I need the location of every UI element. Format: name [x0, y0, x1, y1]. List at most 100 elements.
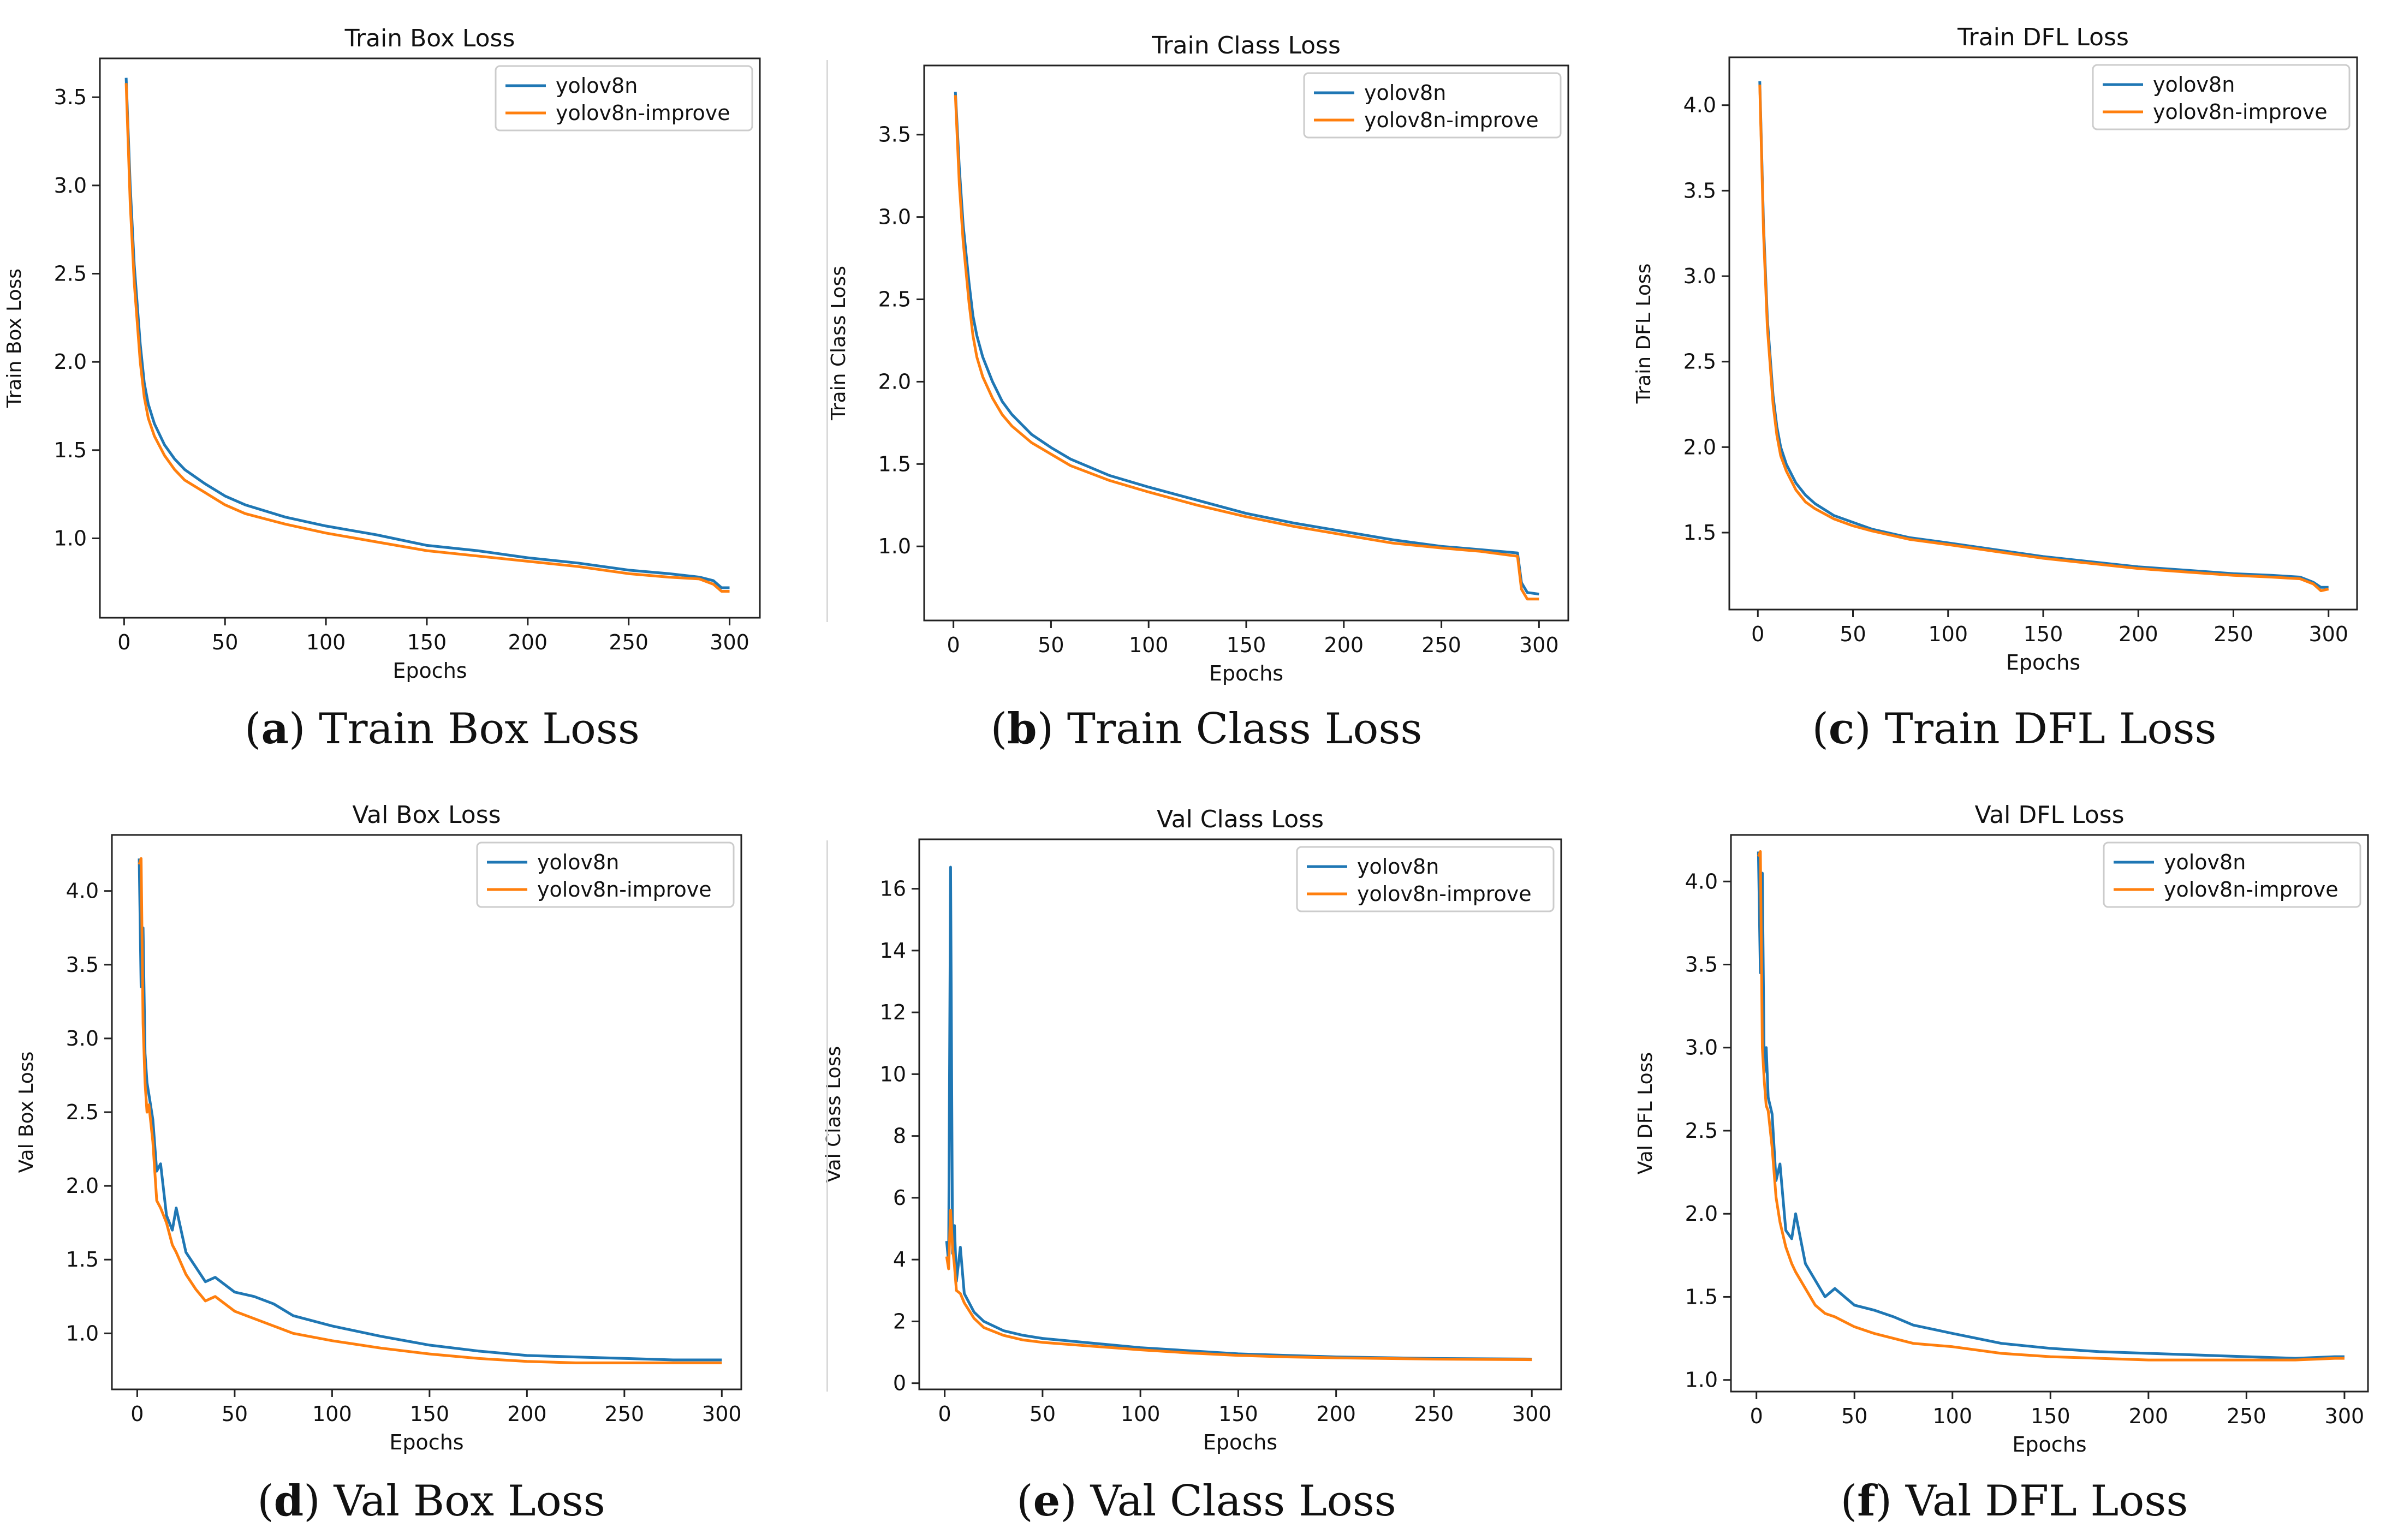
chart-1: Train Box Loss 0 50 100 150 200 250 300 1.0 1.5 2.…	[3, 25, 761, 683]
caption-text: Val DFL Loss	[1905, 1477, 2188, 1526]
x-tick-label: 150	[2031, 1404, 2070, 1428]
legend-box	[2092, 64, 2351, 130]
y-tick-label: 4.0	[66, 879, 99, 903]
x-tick-label: 0	[117, 630, 130, 654]
legend-label: yolov8n	[1364, 81, 1446, 105]
x-tick-label: 0	[130, 1402, 144, 1426]
x-tick-label: 0	[938, 1402, 951, 1426]
series-line-yolov8n-improve	[1758, 85, 2329, 592]
y-tick-label: 2.5	[878, 288, 911, 312]
legend-label: yolov8n-improve	[2164, 878, 2339, 902]
caption-text: Train DFL Loss	[1884, 705, 2217, 754]
y-tick-label: 2.0	[1683, 435, 1716, 459]
y-tick-label: 4	[893, 1247, 906, 1272]
series-line-yolov8n-improve	[124, 83, 730, 593]
legend-label: yolov8n	[2164, 850, 2246, 874]
x-tick-label: 150	[407, 630, 447, 654]
plot-frame	[918, 838, 1562, 1390]
legend: yolov8n yolov8n-improve	[495, 65, 753, 132]
x-tick-label: 200	[2129, 1404, 2169, 1428]
x-tick-label: 300	[2308, 622, 2348, 646]
y-tick-label: 3.5	[1683, 178, 1716, 202]
legend-label: yolov8n	[1357, 855, 1439, 879]
x-tick-label: 0	[947, 633, 960, 657]
chart-title: Val Box Loss	[352, 801, 501, 829]
legend-label: yolov8n	[537, 850, 619, 874]
y-tick-label: 2.5	[1683, 350, 1716, 374]
y-tick-label: 6	[893, 1186, 906, 1210]
legend-label: yolov8n-improve	[1364, 108, 1539, 132]
y-tick-label: 1.5	[54, 438, 87, 462]
chart-4: Val Box Loss 0 50 100 150 200 250 300 1.0 1.5 2.0 2…	[15, 801, 742, 1454]
y-tick-label: 2.0	[1685, 1202, 1718, 1226]
y-tick-label: 0	[893, 1371, 906, 1395]
y-tick-label: 8	[893, 1124, 906, 1148]
series-line-yolov8n	[1757, 851, 2345, 1360]
x-tick-label: 50	[1841, 1404, 1867, 1428]
legend-box	[1303, 72, 1562, 139]
chart-6: Val DFL Loss 0 50 100 150 200 250 300 1.0 1.5 2.0 2…	[1634, 801, 2369, 1457]
x-axis-label: Epochs	[2012, 1432, 2086, 1457]
series-line-yolov8n	[1758, 81, 2329, 589]
chart-title: Train DFL Loss	[1957, 23, 2129, 51]
y-tick-label: 4.0	[1683, 93, 1716, 117]
y-tick-label: 1.0	[66, 1321, 99, 1345]
x-tick-label: 100	[1932, 1404, 1972, 1428]
caption-c: (c) Train DFL Loss	[1812, 704, 2217, 754]
x-tick-label: 100	[1129, 633, 1169, 657]
series-line-yolov8n-improve	[138, 857, 722, 1364]
legend-label: yolov8n-improve	[537, 878, 712, 902]
plot-frame	[111, 834, 742, 1390]
x-tick-label: 250	[1414, 1402, 1454, 1426]
x-tick-label: 150	[1218, 1402, 1258, 1426]
x-axis-label: Epochs	[1203, 1430, 1277, 1454]
x-tick-label: 250	[2214, 622, 2253, 646]
x-tick-label: 50	[1840, 622, 1866, 646]
chart-5: Val Class Loss 0 50 100 150 200 250 300 0 2 4 6 8 10 1…	[823, 805, 1562, 1454]
caption-letter: e	[1033, 1476, 1061, 1526]
plot-frame	[1730, 834, 2369, 1393]
y-axis-label: Val DFL Loss	[1634, 1052, 1657, 1174]
y-tick-label: 1.5	[878, 452, 911, 476]
series-line-yolov8n	[954, 92, 1539, 596]
legend-label: yolov8n	[556, 74, 638, 98]
chart-2: Train Class Loss 0 50 100 150 200 250 300 1.0 1.5…	[828, 32, 1569, 685]
y-tick-label: 1.5	[66, 1247, 99, 1272]
divider-top	[826, 60, 828, 622]
x-tick-label: 200	[1316, 1402, 1356, 1426]
y-tick-label: 2.0	[66, 1174, 99, 1198]
legend-box	[476, 841, 735, 908]
legend: yolov8n yolov8n-improve	[2103, 841, 2361, 908]
legend: yolov8n yolov8n-improve	[476, 841, 735, 908]
x-tick-label: 50	[212, 630, 238, 654]
caption-letter: d	[273, 1476, 304, 1526]
caption-a: (a) Train Box Loss	[245, 704, 640, 754]
y-tick-label: 3.0	[878, 205, 911, 229]
y-tick-label: 16	[880, 877, 906, 901]
chart-title: Val DFL Loss	[1974, 801, 2124, 829]
caption-d: (d) Val Box Loss	[257, 1476, 605, 1526]
series-line-yolov8n-improve	[954, 95, 1539, 601]
y-tick-label: 1.0	[54, 526, 87, 550]
y-tick-label: 14	[880, 939, 906, 963]
y-tick-label: 3.0	[1685, 1036, 1718, 1060]
series-line-yolov8n-improve	[1757, 850, 2345, 1362]
caption-letter: f	[1857, 1476, 1876, 1526]
y-tick-label: 2.5	[66, 1100, 99, 1124]
legend-label: yolov8n-improve	[2153, 100, 2328, 124]
caption-text: Train Class Loss	[1067, 705, 1423, 754]
caption-text: Val Box Loss	[334, 1477, 605, 1526]
y-tick-label: 10	[880, 1062, 906, 1086]
x-tick-label: 150	[1227, 633, 1266, 657]
caption-letter: a	[261, 704, 289, 754]
y-tick-label: 1.0	[878, 534, 911, 558]
y-tick-label: 2.0	[54, 350, 87, 374]
x-tick-label: 300	[1512, 1402, 1552, 1426]
caption-letter: b	[1007, 704, 1037, 754]
caption-f: (f) Val DFL Loss	[1840, 1476, 2188, 1526]
x-tick-label: 200	[1324, 633, 1364, 657]
y-axis-label: Val Class Loss	[823, 1046, 845, 1183]
x-tick-label: 250	[2227, 1404, 2266, 1428]
legend-label: yolov8n-improve	[556, 101, 730, 125]
legend-box	[2103, 841, 2361, 908]
